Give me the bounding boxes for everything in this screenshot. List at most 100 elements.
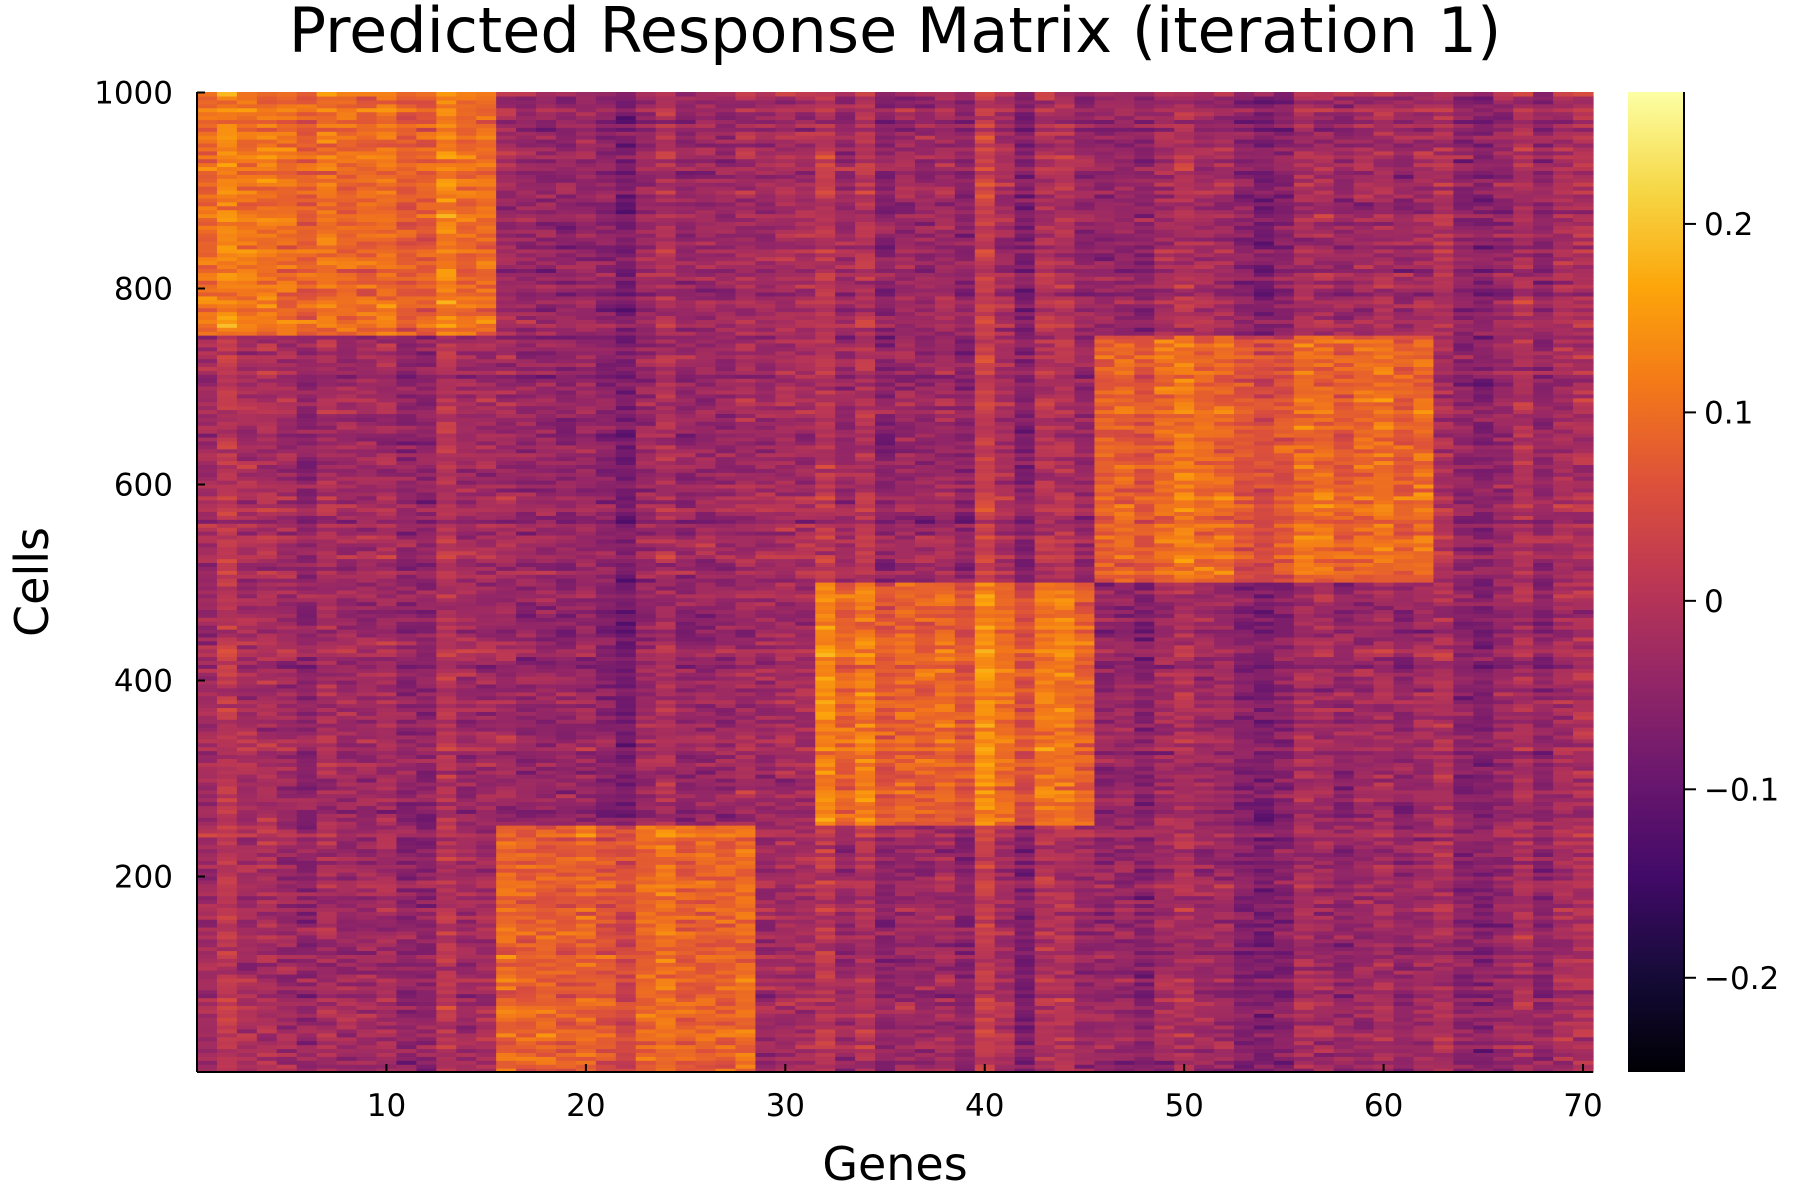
heatmap-cell — [1293, 911, 1315, 916]
heatmap-cell — [1353, 817, 1375, 822]
heatmap-cell — [735, 1052, 756, 1057]
heatmap-cell — [456, 958, 477, 963]
heatmap-cell — [875, 981, 896, 987]
heatmap-cell — [496, 966, 517, 971]
heatmap-cell — [795, 899, 816, 905]
heatmap-cell — [1273, 797, 1295, 803]
heatmap-cell — [1054, 844, 1076, 850]
heatmap-cell — [1473, 934, 1494, 940]
heatmap-cell — [875, 930, 896, 936]
heatmap-cell — [1293, 934, 1315, 940]
heatmap-cell — [376, 1017, 398, 1022]
heatmap-cell — [197, 1017, 218, 1022]
heatmap-cell — [236, 1036, 258, 1042]
heatmap-cell — [795, 1060, 816, 1065]
heatmap-cell — [675, 813, 697, 818]
heatmap-cell — [236, 903, 258, 908]
heatmap-cell — [1513, 868, 1534, 873]
heatmap-cell — [855, 852, 876, 857]
heatmap-cell — [895, 1021, 916, 1026]
heatmap-cell — [416, 903, 437, 908]
heatmap-cell — [1054, 981, 1076, 987]
heatmap-cell — [715, 848, 737, 854]
heatmap-cell — [715, 966, 737, 971]
heatmap-cell — [1034, 1017, 1056, 1022]
heatmap-cell — [1433, 1028, 1454, 1034]
heatmap-cell — [336, 942, 358, 948]
heatmap-cell — [875, 844, 896, 850]
heatmap-cell — [875, 923, 896, 928]
heatmap-cell — [775, 821, 796, 826]
heatmap-cell — [1253, 958, 1275, 963]
heatmap-cell — [914, 872, 936, 877]
heatmap-cell — [1473, 974, 1494, 979]
heatmap-cell — [555, 942, 577, 948]
heatmap-cell — [356, 1048, 378, 1053]
heatmap-cell — [1353, 950, 1375, 955]
heatmap-cell — [675, 1052, 697, 1057]
heatmap-cell — [855, 1056, 876, 1061]
heatmap-cell — [1553, 1001, 1574, 1006]
heatmap-cell — [396, 1048, 417, 1053]
heatmap-cell — [197, 840, 218, 846]
heatmap-cell — [1234, 1040, 1255, 1046]
heatmap-cell — [356, 844, 378, 850]
heatmap-cell — [276, 903, 298, 908]
heatmap-cell — [476, 883, 497, 889]
heatmap-cell — [1313, 1017, 1335, 1022]
heatmap-cell — [1313, 883, 1335, 889]
heatmap-cell — [1433, 856, 1454, 861]
heatmap-cell — [655, 797, 677, 803]
heatmap-cell — [755, 958, 776, 963]
heatmap-cell — [356, 985, 378, 991]
heatmap-cell — [575, 1060, 597, 1065]
heatmap-cell — [595, 809, 617, 814]
heatmap-cell — [575, 977, 597, 983]
heatmap-cell — [1094, 938, 1115, 944]
heatmap-cell — [216, 879, 238, 885]
heatmap-cell — [536, 879, 557, 885]
heatmap-cell — [575, 809, 597, 814]
heatmap-cell — [655, 942, 677, 948]
heatmap-cell — [835, 821, 856, 826]
heatmap-cell — [1094, 805, 1115, 810]
heatmap-cell — [755, 1001, 776, 1006]
heatmap-cell — [1573, 962, 1594, 967]
heatmap-cell — [775, 1009, 796, 1014]
heatmap-cell — [1054, 934, 1076, 940]
heatmap-cell — [735, 1005, 756, 1010]
heatmap-cell — [1194, 934, 1215, 940]
heatmap-cell — [1333, 997, 1355, 1003]
heatmap-cell — [875, 828, 896, 834]
heatmap-cell — [1513, 954, 1534, 959]
heatmap-cell — [516, 974, 537, 979]
heatmap-cell — [396, 974, 417, 979]
heatmap-cell — [1553, 805, 1574, 810]
heatmap-cell — [1393, 1068, 1415, 1073]
heatmap-cell — [575, 1024, 597, 1030]
heatmap-cell — [795, 887, 816, 893]
heatmap-cell — [536, 836, 557, 842]
heatmap-cell — [1273, 821, 1295, 826]
heatmap-cell — [396, 1001, 417, 1006]
heatmap-cell — [1114, 1064, 1135, 1069]
heatmap-cell — [1253, 1028, 1275, 1034]
heatmap-cell — [396, 860, 417, 865]
heatmap-cell — [1393, 989, 1415, 995]
heatmap-cell — [595, 840, 617, 846]
heatmap-cell — [835, 1048, 856, 1053]
heatmap-cell — [1433, 946, 1454, 952]
heatmap-cell — [1074, 989, 1096, 995]
heatmap-cell — [1513, 864, 1534, 869]
heatmap-cell — [1533, 950, 1554, 955]
heatmap-cell — [536, 864, 557, 869]
heatmap-cell — [615, 1001, 637, 1006]
heatmap-cell — [1473, 997, 1494, 1003]
heatmap-cell — [216, 891, 238, 897]
heatmap-cell — [595, 1044, 617, 1050]
heatmap-cell — [555, 864, 577, 869]
heatmap-cell — [675, 911, 697, 916]
heatmap-cell — [356, 1056, 378, 1061]
heatmap-cell — [735, 938, 756, 944]
heatmap-cell — [436, 1036, 457, 1042]
